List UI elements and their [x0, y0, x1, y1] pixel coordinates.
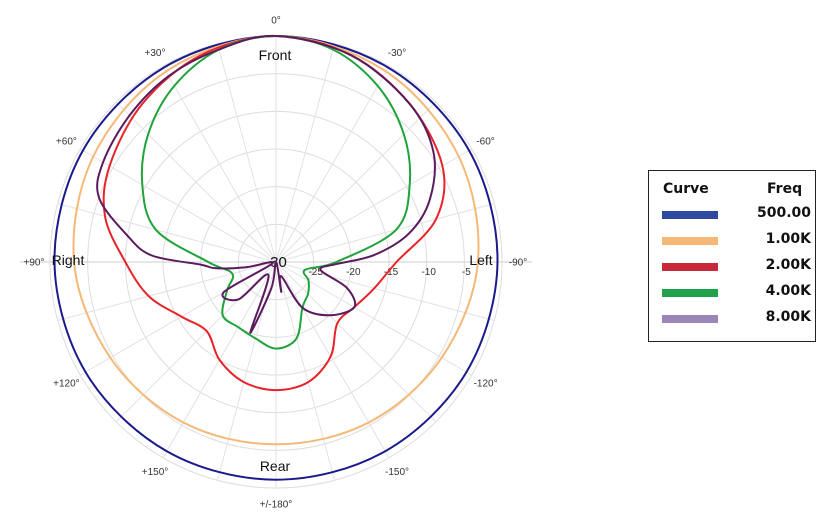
legend-swatch: [662, 289, 718, 297]
grid-spoke: [162, 66, 277, 263]
angle-label: -150°: [385, 467, 409, 478]
legend-header-freq: Freq: [767, 181, 803, 197]
grid-spoke: [275, 261, 437, 423]
legend: Curve Freq 500.00 1.00K 2.00K 4.00K 8.00K: [648, 170, 816, 342]
legend-row: 4.00K: [649, 283, 815, 305]
series-curve-1.00K: [72, 35, 480, 446]
grid-spoke: [275, 261, 390, 458]
grid-spoke: [217, 43, 277, 263]
ring-label: -20: [346, 267, 361, 278]
angle-label: -90°: [509, 258, 527, 269]
legend-row: 2.00K: [649, 257, 815, 279]
polar-chart: 0° -30° -60° -90° -120° -150° +/-180° +150° +120…: [20, 16, 532, 511]
grid-spoke: [80, 148, 277, 263]
grid-spoke: [57, 261, 277, 321]
angle-labels: 0° -30° -60° -90° -120° -150° +/-180° +150° +120…: [24, 16, 528, 511]
legend-swatch: [662, 211, 718, 219]
legend-row: 1.00K: [649, 231, 815, 253]
grid-spoke: [275, 43, 335, 263]
angle-label: -120°: [474, 379, 498, 390]
legend-freq-label: 8.00K: [765, 309, 811, 325]
front-label: Front: [259, 47, 292, 63]
ring-label: -25: [308, 267, 323, 278]
left-label: Left: [469, 252, 492, 268]
polar-grid: [20, 35, 532, 489]
angle-label: +60°: [56, 137, 77, 148]
angle-label: +120°: [53, 379, 80, 390]
legend-header-curve: Curve: [663, 181, 709, 197]
grid-spoke: [275, 261, 495, 321]
angle-label: 0°: [271, 16, 281, 27]
legend-freq-label: 500.00: [756, 205, 811, 221]
grid-spoke: [275, 66, 390, 263]
angle-label: -30°: [388, 48, 406, 59]
grid-spoke: [275, 203, 495, 263]
series-curve-2.00K: [102, 35, 446, 392]
legend-freq-label: 1.00K: [765, 231, 811, 247]
angle-label: +150°: [142, 467, 169, 478]
right-label: Right: [52, 252, 85, 268]
grid-spoke: [275, 261, 335, 481]
legend-row: 8.00K: [649, 309, 815, 331]
series-curve-500.00: [53, 35, 499, 481]
ring-label: -10: [421, 267, 436, 278]
angle-label: +90°: [24, 258, 45, 269]
legend-freq-label: 4.00K: [765, 283, 811, 299]
angle-label: +/-180°: [260, 500, 293, 511]
legend-swatch: [662, 315, 718, 323]
angle-label: -60°: [476, 137, 494, 148]
legend-swatch: [662, 263, 718, 271]
grid-spoke: [57, 203, 277, 263]
legend-swatch: [662, 237, 718, 245]
series-curve-8.00K: [96, 34, 436, 334]
ring-label: -15: [384, 267, 399, 278]
angle-label: +30°: [145, 48, 166, 59]
series-curve-4.00K: [140, 35, 412, 350]
rear-label: Rear: [260, 458, 291, 474]
grid-spoke: [275, 101, 437, 263]
legend-row: 500.00: [649, 205, 815, 227]
legend-freq-label: 2.00K: [765, 257, 811, 273]
grid-spoke: [115, 101, 277, 263]
grid-spoke: [275, 148, 472, 263]
ring-label: -5: [462, 267, 471, 278]
polar-curves: [53, 34, 499, 481]
